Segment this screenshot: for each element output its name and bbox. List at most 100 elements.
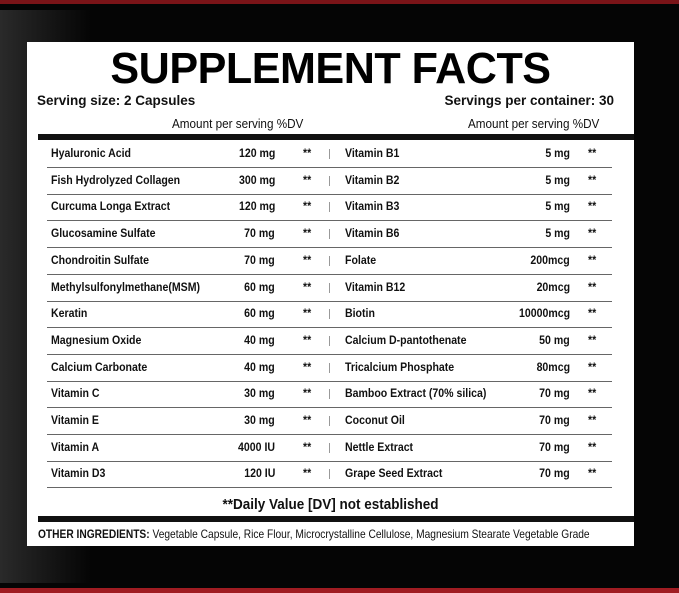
- row-divider: [47, 247, 612, 249]
- daily-value: **: [303, 359, 312, 374]
- daily-value: **: [303, 172, 312, 187]
- ingredient-name: Calcium Carbonate: [51, 359, 148, 374]
- table-row: Calcium Carbonate 40 mg ** Tricalcium Phosp…: [27, 355, 634, 382]
- daily-value: **: [303, 252, 312, 267]
- column-divider: [329, 255, 330, 266]
- daily-value: **: [588, 146, 597, 160]
- daily-value: **: [303, 332, 312, 347]
- ingredient-name: Vitamin A: [51, 439, 100, 454]
- ingredient-name: Biotin: [345, 306, 375, 321]
- row-divider: [47, 460, 612, 462]
- ingredient-amount: 70 mg: [244, 226, 275, 241]
- page-title: SUPPLEMENT FACTS: [110, 44, 551, 93]
- ingredient-amount: 200mcg: [530, 252, 570, 267]
- column-divider: [329, 469, 330, 480]
- table-row: Methylsulfonylmethane(MSM) 60 mg ** Vitamin…: [27, 275, 634, 302]
- daily-value: **: [588, 413, 597, 427]
- ingredient-amount: 30 mg: [244, 386, 275, 401]
- column-divider: [329, 149, 330, 159]
- top-red-border: [0, 0, 679, 4]
- row-divider: [47, 300, 612, 302]
- column-divider: [329, 362, 330, 373]
- ingredient-name: Vitamin B12: [345, 279, 406, 294]
- ingredient-name: Vitamin D3: [51, 466, 106, 481]
- ingredient-amount: 5 mg: [545, 146, 570, 160]
- column-divider: [329, 416, 330, 426]
- daily-value: **: [588, 226, 597, 241]
- table-row: Keratin 60 mg ** Biotin 10000mcg **: [27, 301, 634, 329]
- ingredient-amount: 5 mg: [545, 172, 570, 187]
- column-divider: [329, 442, 330, 453]
- bottom-red-border: [0, 588, 679, 593]
- daily-value: **: [588, 252, 597, 267]
- ingredient-name: Vitamin B2: [345, 172, 400, 187]
- ingredient-amount: 5 mg: [545, 226, 570, 241]
- table-row: Magnesium Oxide 40 mg ** Calcium D-pantothe…: [27, 328, 634, 355]
- daily-value: **: [588, 466, 597, 481]
- ingredient-name: Vitamin B6: [345, 226, 400, 241]
- row-divider: [47, 434, 612, 435]
- ingredient-amount: 50 mg: [539, 332, 570, 347]
- daily-value: **: [588, 386, 597, 401]
- ingredient-name: Nettle Extract: [345, 439, 414, 454]
- row-divider: [47, 407, 612, 409]
- table-row: Vitamin C 30 mg ** Bamboo Extract (70% sili…: [27, 381, 634, 409]
- table-row: Chondroitin Sulfate 70 mg ** Folate 200mcg **: [27, 248, 634, 275]
- column-divider: [329, 335, 330, 346]
- row-divider: [47, 380, 612, 382]
- other-ingredients-label: OTHER INGREDIENTS:: [38, 527, 150, 541]
- daily-value: **: [303, 306, 312, 321]
- ingredient-amount: 40 mg: [244, 359, 275, 374]
- daily-value: **: [588, 306, 597, 321]
- table-row: Vitamin A 4000 IU ** Nettle Extract 70 mg **: [27, 435, 634, 462]
- ingredient-name: Keratin: [51, 306, 88, 321]
- ingredient-amount: 5 mg: [545, 199, 570, 214]
- other-ingredients: OTHER INGREDIENTS: Vegetable Capsule, Ri…: [38, 527, 590, 541]
- ingredient-amount: 70 mg: [539, 466, 570, 481]
- daily-value: **: [303, 439, 312, 454]
- ingredient-name: Chondroitin Sulfate: [51, 252, 149, 267]
- table-row: Vitamin D3 120 IU ** Grape Seed Extract 70 m…: [27, 461, 634, 489]
- row-divider: [47, 220, 612, 222]
- ingredient-amount: 120 mg: [238, 146, 275, 160]
- ingredient-amount: 70 mg: [244, 252, 275, 267]
- ingredient-amount: 120 IU: [243, 466, 275, 481]
- amount-header-right: Amount per serving %DV: [468, 116, 600, 131]
- daily-value: **: [303, 413, 312, 427]
- ingredient-amount: 30 mg: [244, 413, 275, 427]
- ingredient-name: Vitamin C: [51, 386, 100, 401]
- column-divider: [329, 202, 330, 213]
- daily-value: **: [303, 279, 312, 294]
- table-row: Curcuma Longa Extract 120 mg ** Vitamin B3 5…: [27, 194, 634, 222]
- table-row: Vitamin E 30 mg ** Coconut Oil 70 mg **: [27, 408, 634, 435]
- ingredient-amount: 120 mg: [238, 199, 275, 214]
- ingredient-name: Coconut Oil: [345, 413, 405, 427]
- ingredient-amount: 70 mg: [539, 439, 570, 454]
- ingredient-amount: 20mcg: [536, 279, 570, 294]
- column-divider: [329, 229, 330, 240]
- ingredient-amount: 70 mg: [539, 386, 570, 401]
- ingredient-name: Bamboo Extract (70% silica): [345, 386, 487, 401]
- ingredient-name: Tricalcium Phosphate: [345, 359, 455, 374]
- ingredient-amount: 60 mg: [244, 306, 275, 321]
- ingredient-name: Calcium D-pantothenate: [345, 332, 467, 347]
- ingredient-name: Folate: [345, 252, 377, 267]
- row-divider: [47, 273, 612, 275]
- ingredient-name: Fish Hydrolyzed Collagen: [51, 172, 181, 187]
- row-divider: [47, 487, 612, 489]
- serving-size: Serving size: 2 Capsules: [37, 93, 196, 108]
- daily-value: **: [588, 359, 597, 374]
- amount-header-left: Amount per serving %DV: [172, 116, 304, 131]
- other-ingredients-text: Vegetable Capsule, Rice Flour, Microcrys…: [149, 527, 590, 541]
- ingredient-amount: 300 mg: [238, 172, 275, 187]
- ingredient-amount: 60 mg: [244, 279, 275, 294]
- ingredient-name: Magnesium Oxide: [51, 332, 142, 347]
- ingredient-name: Vitamin E: [51, 413, 99, 427]
- ingredient-name: Methylsulfonylmethane(MSM): [51, 279, 201, 294]
- ingredient-name: Vitamin B1: [345, 146, 400, 160]
- ingredient-name: Hyaluronic Acid: [51, 146, 132, 160]
- daily-value: **: [588, 439, 597, 454]
- ingredient-amount: 70 mg: [539, 413, 570, 427]
- ingredient-amount: 10000mcg: [518, 306, 570, 321]
- daily-value: **: [303, 146, 312, 160]
